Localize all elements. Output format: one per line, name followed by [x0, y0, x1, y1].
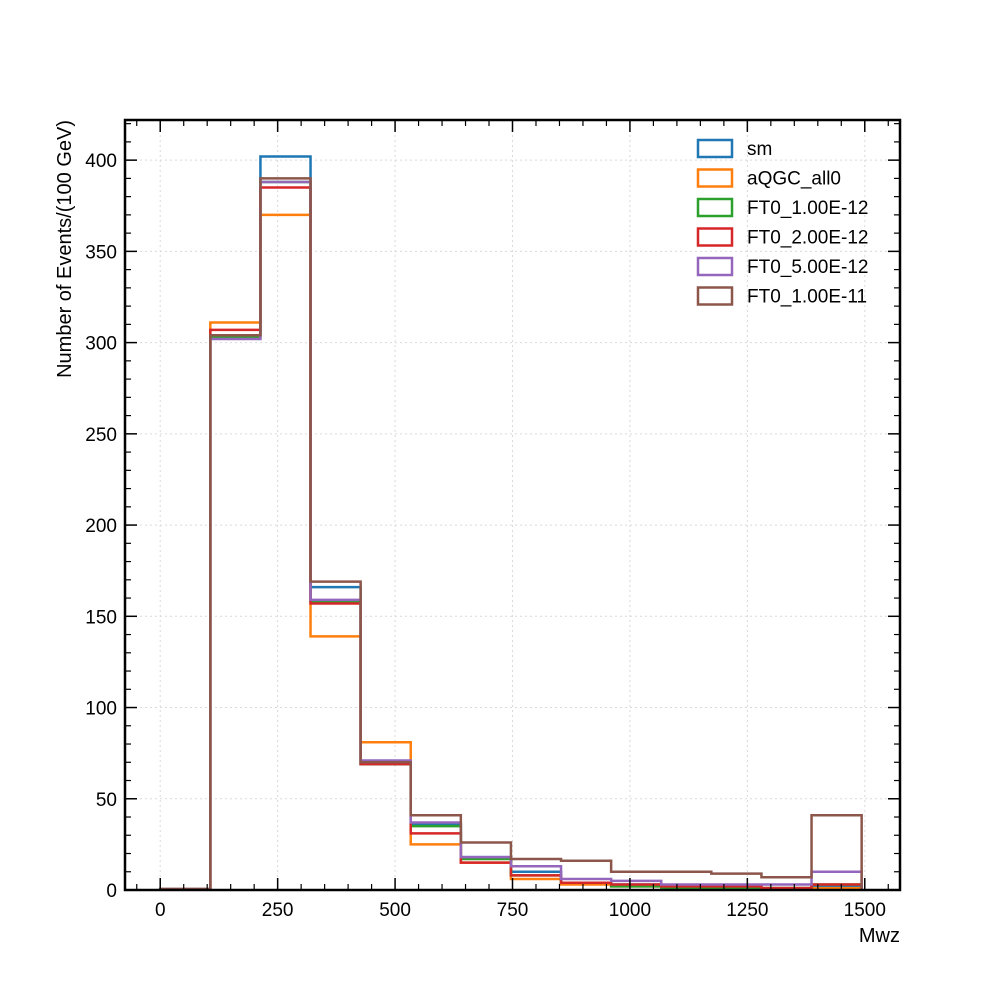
legend-swatch-FT0_1.00E-11: [696, 286, 734, 306]
legend-swatch-FT0_2.00E-12: [696, 227, 734, 247]
x-tick-label: 1250: [726, 900, 768, 921]
legend-label-sm: sm: [747, 139, 772, 160]
x-axis-label: Mwz: [859, 925, 900, 947]
legend-label-FT0_2.00E-12: FT0_2.00E-12: [747, 228, 868, 249]
x-tick-label: 1500: [844, 900, 886, 921]
y-axis-label: Number of Events/(100 GeV): [54, 120, 76, 378]
legend-label-FT0_1.00E-12: FT0_1.00E-12: [747, 198, 868, 219]
x-tick-label: 500: [379, 900, 411, 921]
y-tick-label: 0: [106, 881, 117, 902]
legend-label-FT0_5.00E-12: FT0_5.00E-12: [747, 257, 868, 278]
histogram-series: [158, 155, 863, 891]
legend-label-FT0_1.00E-11: FT0_1.00E-11: [747, 287, 867, 308]
y-tick-label: 250: [85, 425, 117, 446]
y-tick-label: 200: [85, 516, 117, 537]
y-tick-label: 350: [85, 242, 117, 263]
x-tick-label: 0: [155, 900, 166, 921]
grid: [125, 120, 900, 891]
legend-swatch-sm: [696, 138, 734, 159]
y-tick-label: 300: [85, 334, 117, 355]
legend-label-aQGC_all0: aQGC_all0: [747, 169, 841, 190]
x-tick-label: 750: [497, 900, 529, 921]
legend-swatch-FT0_5.00E-12: [696, 256, 734, 277]
x-tick-label: 1000: [609, 900, 651, 921]
x-tick-label: 250: [262, 900, 294, 921]
y-tick-label: 100: [85, 699, 117, 720]
histogram-series-aQGC_all0: [158, 213, 863, 891]
histogram-series-FT0_1.00E-11: [158, 177, 863, 891]
y-tick-label: 400: [85, 151, 117, 172]
legend: sm aQGC_all0 FT0_1.00E-12 FT0_2.00E-12 FT0_5…: [696, 138, 868, 308]
legend-swatch-FT0_1.00E-12: [696, 197, 734, 218]
legend-swatch-aQGC_all0: [696, 168, 734, 188]
y-tick-label: 50: [96, 790, 117, 811]
y-tick-label: 150: [85, 607, 117, 628]
plot-frame: [123, 118, 902, 892]
